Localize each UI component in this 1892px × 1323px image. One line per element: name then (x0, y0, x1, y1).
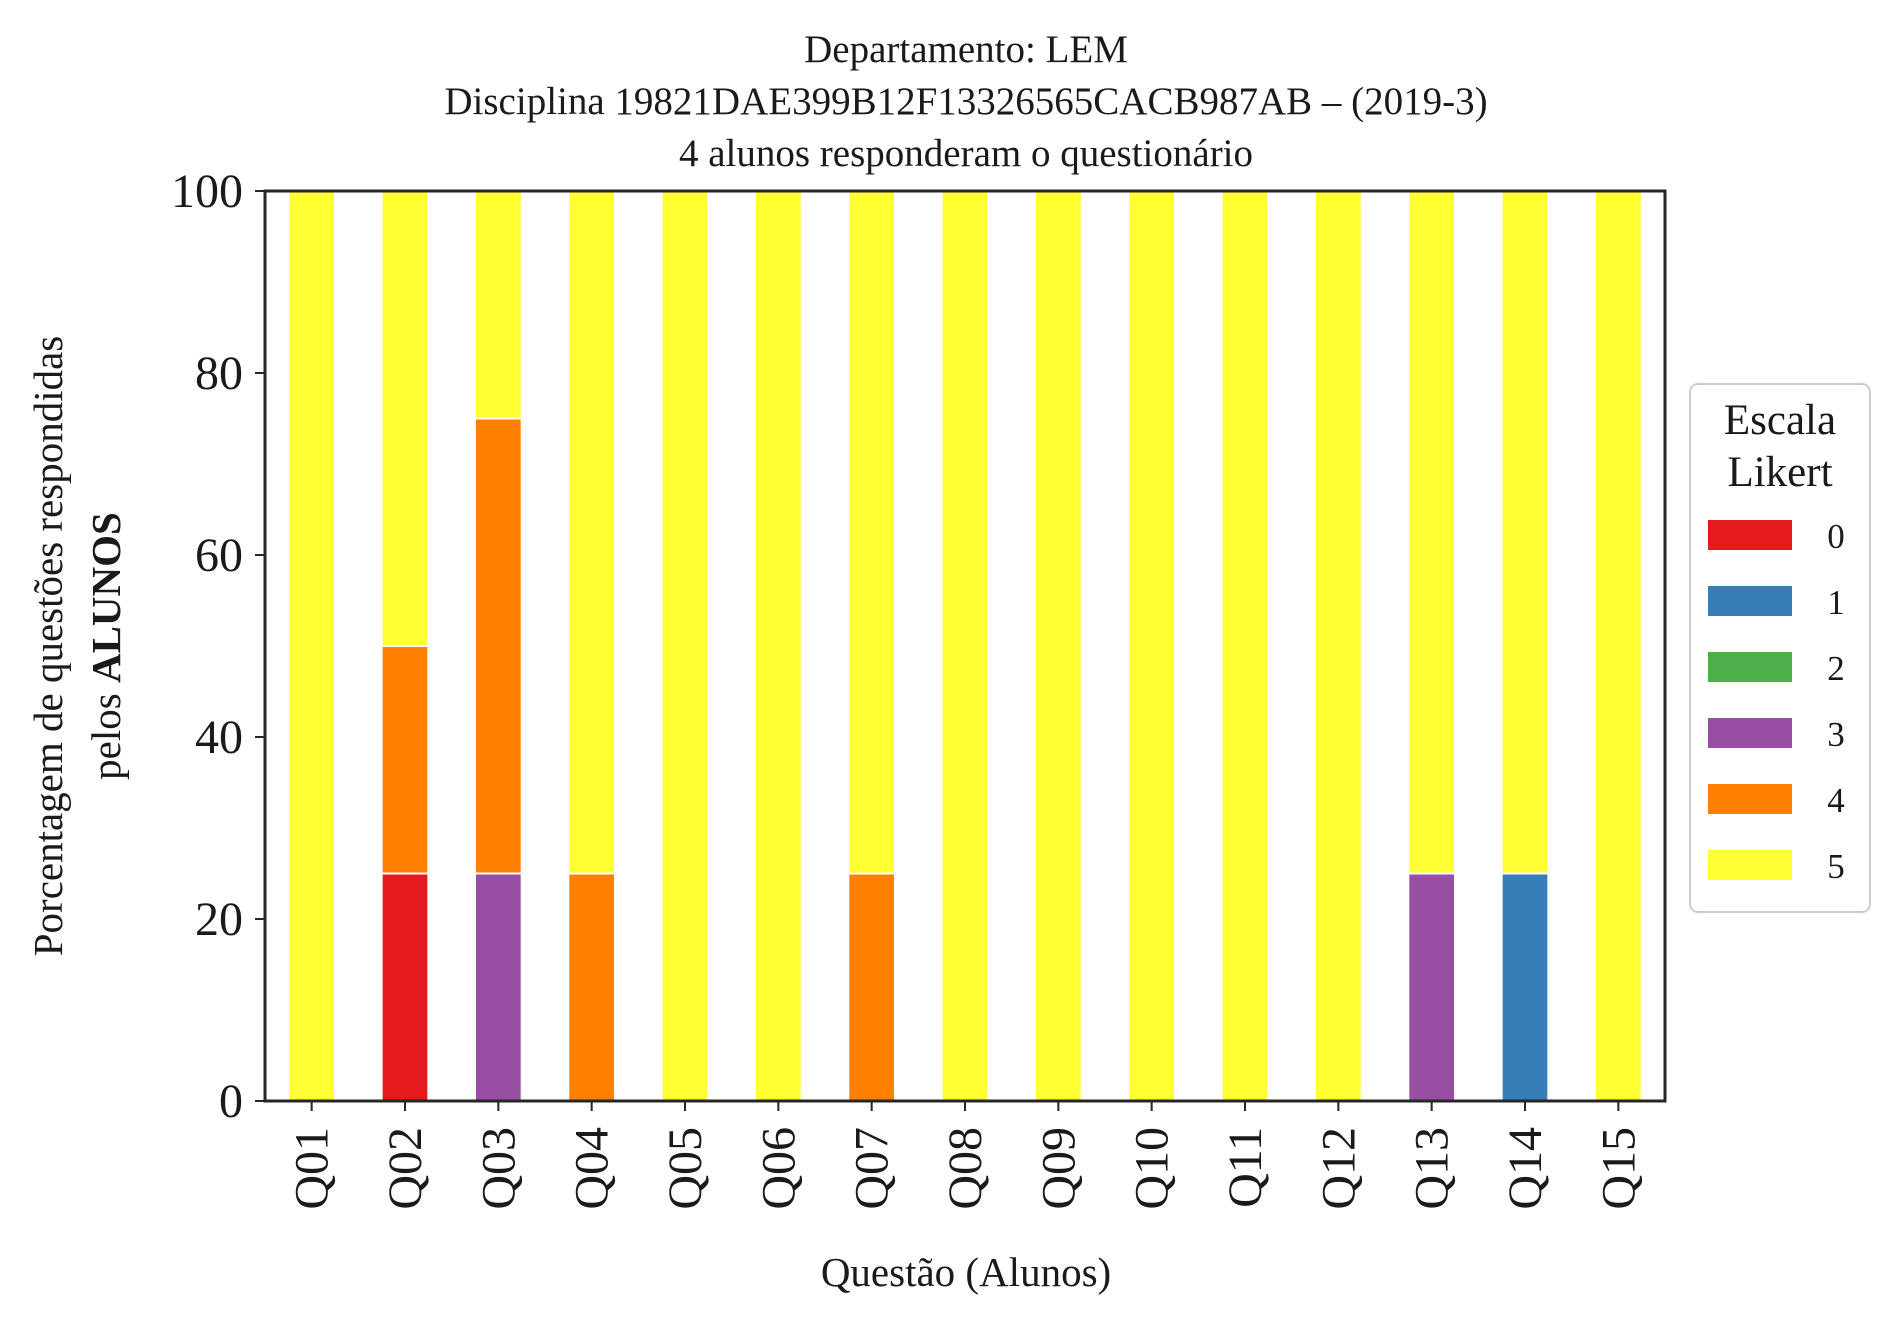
legend: Escala Likert 0 1 2 3 4 5 (1689, 383, 1871, 913)
x-tick-label-q04: Q04 (566, 1127, 619, 1210)
bar-q14-likert-5 (1500, 190, 1550, 875)
bar-q08-likert-5 (940, 190, 990, 1102)
legend-title-line-2: Likert (1727, 449, 1832, 496)
chart-title: Departamento: LEM Disciplina 19821DAE399… (444, 28, 1487, 175)
x-tick-label-q15: Q15 (1592, 1127, 1645, 1210)
x-tick-label-q14: Q14 (1499, 1127, 1552, 1210)
x-tick-label-q12: Q12 (1312, 1127, 1365, 1210)
bar-q11-likert-5 (1220, 190, 1270, 1102)
title-line-2: Disciplina 19821DAE399B12F13326565CACB98… (444, 80, 1487, 123)
y-tick-label: 40 (195, 711, 243, 764)
legend-label-2: 2 (1827, 649, 1845, 688)
y-tick-label: 100 (171, 165, 243, 218)
legend-swatch-2 (1708, 652, 1792, 682)
legend-label-3: 3 (1827, 715, 1845, 754)
x-tick-label-q10: Q10 (1126, 1127, 1179, 1210)
x-tick-label-q02: Q02 (379, 1127, 432, 1210)
bar-q02-likert-5 (380, 190, 430, 647)
bar-q13-likert-3 (1407, 872, 1456, 1102)
x-tick-label-q05: Q05 (659, 1127, 712, 1210)
x-tick-label-q09: Q09 (1032, 1127, 1085, 1210)
y-tick-label: 80 (195, 347, 243, 400)
x-axis-label: Questão (Alunos) (821, 1249, 1111, 1295)
y-tick-label: 20 (195, 893, 243, 946)
title-line-1: Departamento: LEM (804, 28, 1128, 71)
legend-label-1: 1 (1827, 583, 1845, 622)
bar-q05-likert-5 (660, 190, 710, 1102)
bar-q10-likert-5 (1127, 190, 1176, 1102)
bar-q01-likert-5 (287, 190, 336, 1102)
y-axis-label: Porcentagem de questões respondidas pelo… (25, 336, 129, 957)
legend-swatch-4 (1708, 784, 1792, 814)
legend-label-4: 4 (1827, 781, 1845, 820)
bar-q04-likert-5 (567, 190, 617, 875)
y-axis-ticks: 0 20 40 60 80 100 (171, 165, 265, 1128)
x-tick-label-q13: Q13 (1406, 1127, 1459, 1210)
x-tick-label-q07: Q07 (846, 1127, 899, 1210)
bar-q15-likert-5 (1594, 190, 1643, 1102)
title-line-3: 4 alunos responderam o questionário (679, 132, 1253, 175)
bars-layer (287, 190, 1643, 1102)
bar-q14-likert-1 (1500, 872, 1550, 1102)
legend-swatch-1 (1708, 586, 1792, 616)
bar-q06-likert-5 (754, 190, 803, 1102)
y-axis-label-line-1: Porcentagem de questões respondidas (25, 336, 71, 957)
bar-q04-likert-4 (567, 872, 617, 1102)
y-axis-label-bold: ALUNOS (83, 512, 129, 683)
bar-q07-likert-4 (847, 872, 897, 1102)
legend-swatch-0 (1708, 520, 1792, 550)
x-tick-label-q01: Q01 (286, 1127, 339, 1210)
bar-q13-likert-5 (1407, 190, 1456, 875)
legend-items: 0 1 2 3 4 5 (1708, 517, 1845, 886)
bar-q12-likert-5 (1314, 190, 1363, 1102)
x-tick-label-q11: Q11 (1219, 1127, 1272, 1208)
y-axis-label-prefix: pelos (83, 683, 129, 780)
legend-frame (1689, 383, 1871, 913)
bar-q03-likert-3 (474, 872, 523, 1102)
x-axis-ticks: Q01 Q02 Q03 Q04 Q05 Q06 Q07 Q08 Q09 Q10 Q11 Q12 Q13 Q… (286, 1101, 1645, 1210)
legend-swatch-3 (1708, 718, 1792, 748)
bar-q07-likert-5 (847, 190, 897, 875)
y-axis-label-line-2: pelos ALUNOS (83, 512, 129, 780)
bar-q02-likert-0 (380, 872, 430, 1102)
y-tick-label: 60 (195, 529, 243, 582)
x-tick-label-q08: Q08 (939, 1127, 992, 1210)
legend-swatch-5 (1708, 850, 1792, 880)
legend-label-0: 0 (1827, 517, 1845, 556)
x-tick-label-q06: Q06 (752, 1127, 805, 1210)
x-tick-label-q03: Q03 (472, 1127, 525, 1210)
legend-label-5: 5 (1827, 847, 1845, 886)
y-tick-label: 0 (219, 1075, 243, 1128)
bar-q09-likert-5 (1034, 190, 1083, 1102)
bar-q02-likert-4 (380, 645, 430, 875)
legend-title-line-1: Escala (1724, 397, 1836, 444)
bar-q03-likert-4 (474, 417, 523, 875)
bar-q03-likert-5 (474, 190, 523, 420)
